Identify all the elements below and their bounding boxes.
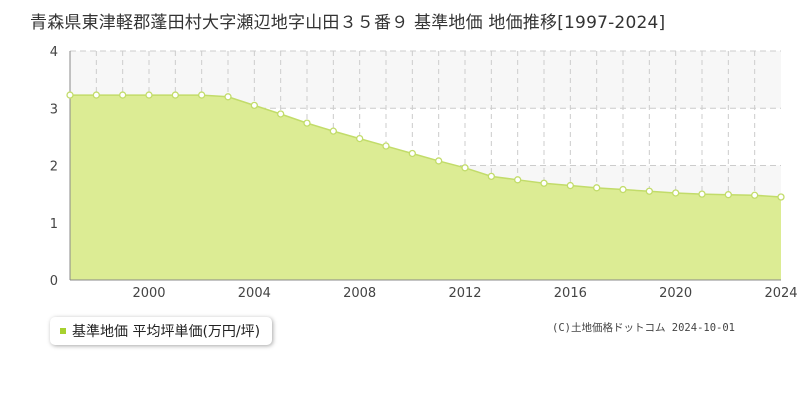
data-point (461, 164, 469, 172)
data-point (777, 193, 785, 201)
y-tick-label: 3 (50, 102, 58, 117)
data-point (487, 172, 495, 181)
data-point (382, 142, 390, 150)
data-point (198, 91, 206, 99)
data-point (566, 181, 574, 190)
data-point (408, 149, 416, 158)
data-point (645, 187, 653, 195)
legend-swatch (60, 328, 66, 334)
legend-label: 基準地価 平均坪単価(万円/坪) (72, 324, 261, 340)
series-line (70, 94, 782, 198)
data-point (329, 127, 337, 135)
data-point (619, 185, 627, 194)
data-point (277, 110, 285, 118)
y-tick-label: 0 (50, 274, 58, 289)
data-point (435, 157, 443, 165)
series-area (70, 95, 781, 281)
x-tick-label: 2016 (554, 286, 587, 301)
x-tick-label: 2012 (448, 286, 481, 301)
data-point (356, 134, 364, 143)
data-point (672, 189, 680, 197)
x-tick-label: 2020 (659, 286, 692, 301)
data-point (224, 93, 232, 101)
x-tick-label: 2008 (343, 286, 376, 301)
x-tick-label: 2004 (238, 286, 271, 301)
data-point (514, 176, 522, 184)
chart-title: 青森県東津軽郡蓬田村大字瀬辺地字山田３５番９ 基準地価 地価推移[1997-20… (30, 13, 666, 33)
data-point (303, 119, 311, 127)
data-point (145, 91, 153, 99)
data-point (724, 191, 732, 199)
data-point (171, 91, 179, 99)
data-point (540, 179, 548, 187)
legend: 基準地価 平均坪単価(万円/坪) (50, 317, 273, 345)
credit-text: (C)土地価格ドットコム 2024-10-01 (552, 322, 736, 334)
y-tick-label: 1 (50, 217, 58, 232)
data-point (593, 184, 601, 192)
y-tick-label: 2 (50, 160, 58, 175)
data-point (698, 190, 706, 198)
x-tick-label: 2000 (132, 286, 165, 301)
data-point (119, 91, 127, 99)
x-tick-label: 2024 (764, 286, 797, 301)
data-point (751, 191, 759, 199)
data-point (92, 91, 100, 99)
y-tick-label: 4 (50, 45, 58, 60)
data-point (250, 101, 258, 110)
data-point (66, 91, 74, 99)
